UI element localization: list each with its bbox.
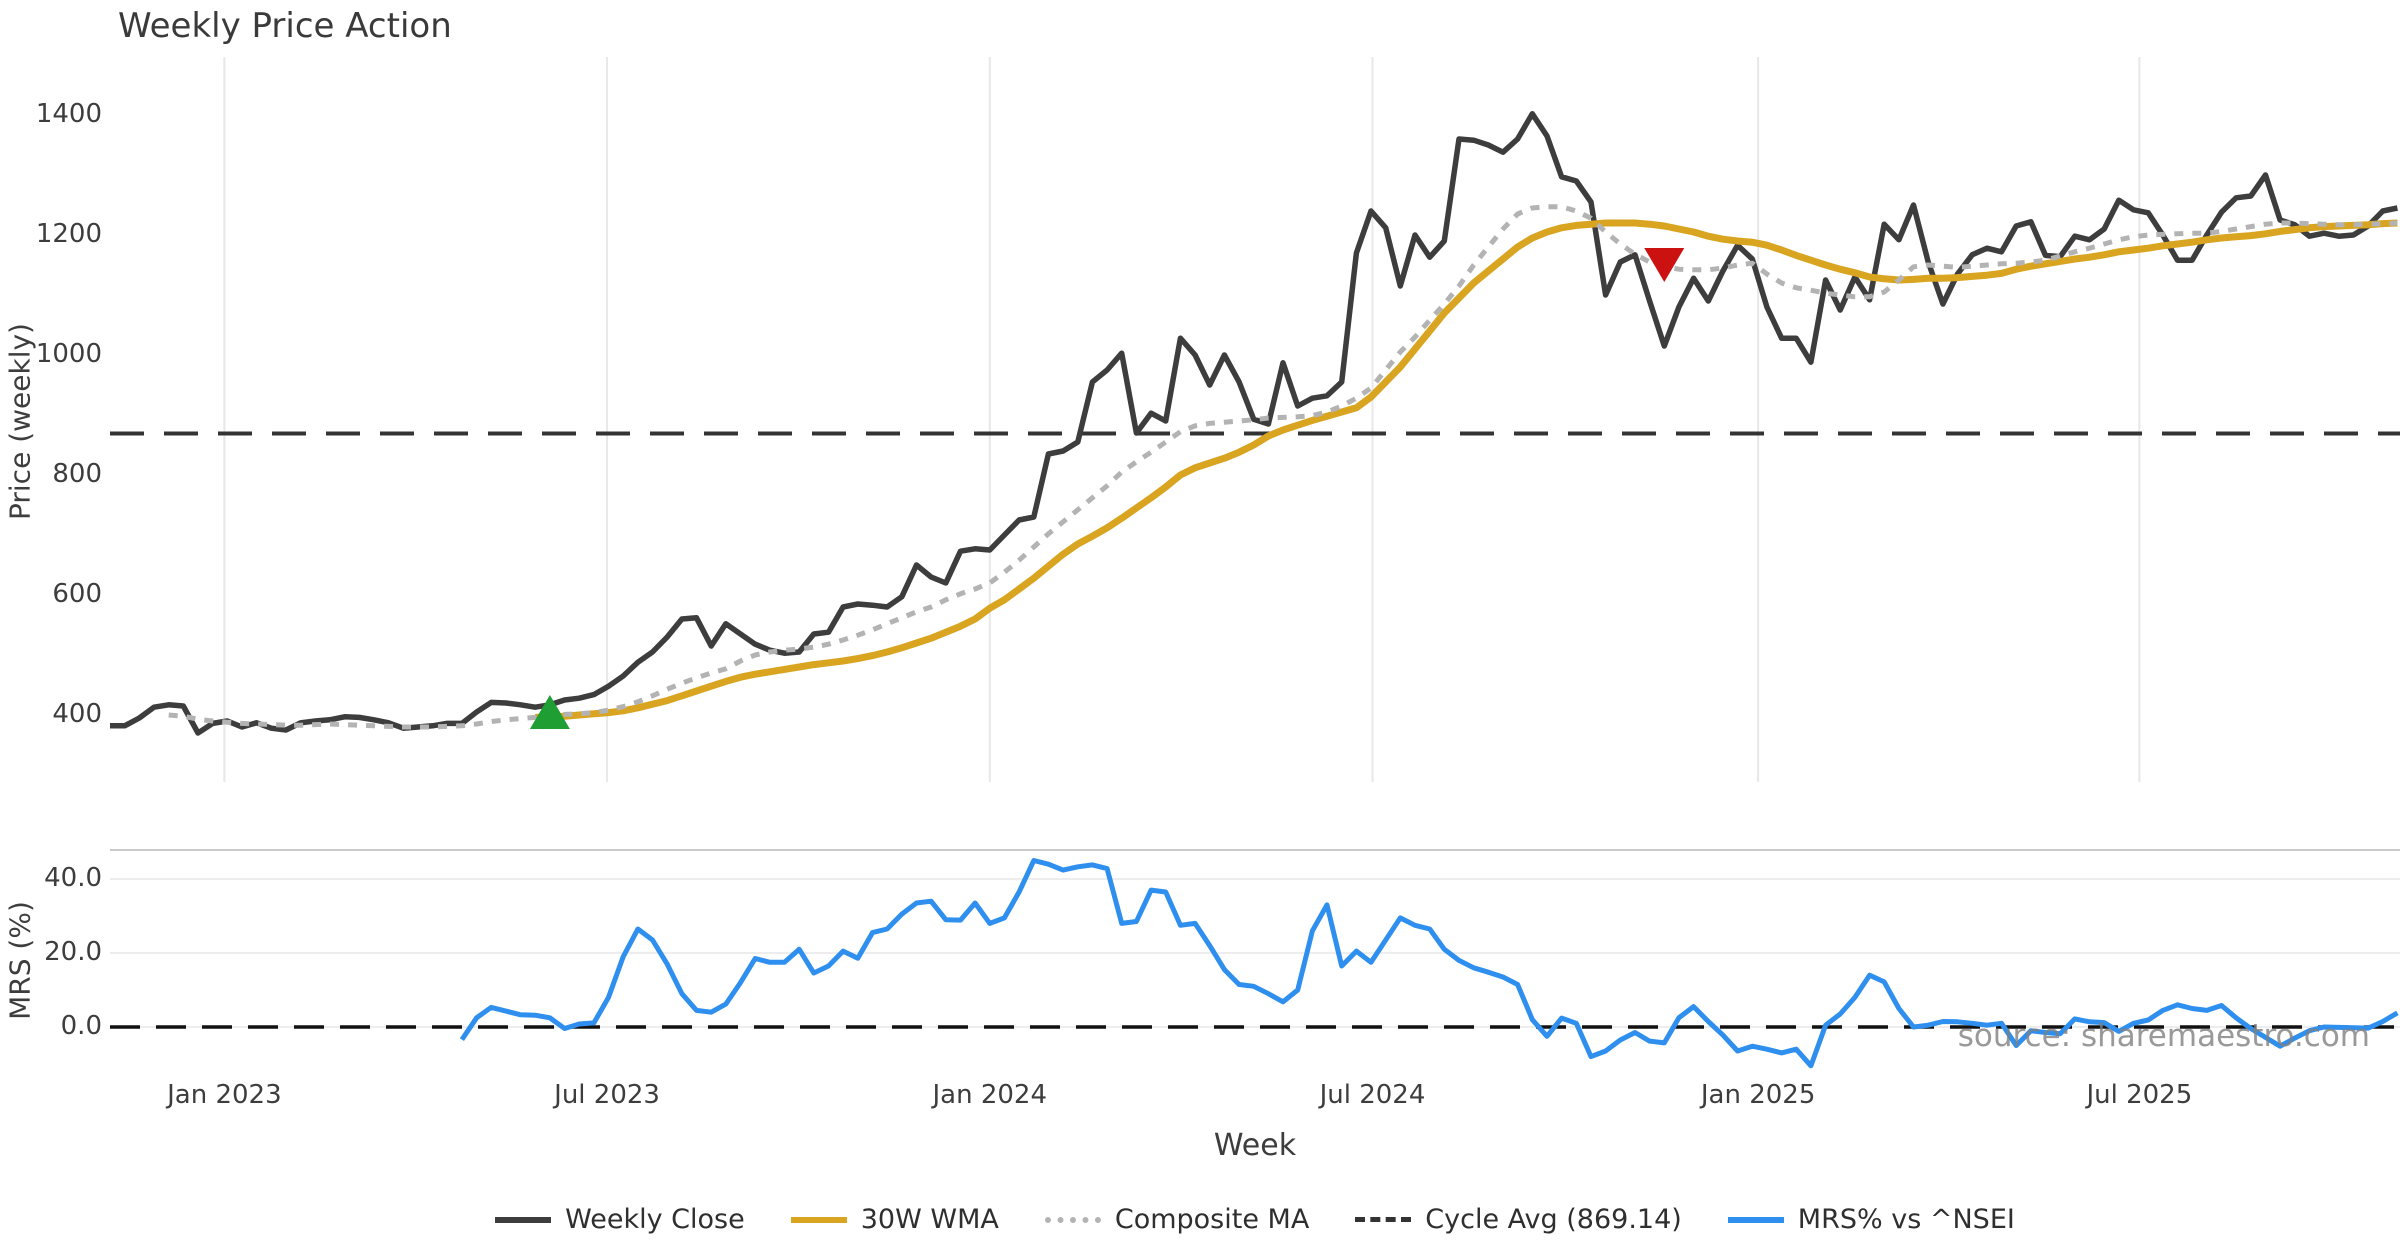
legend-line-sample bbox=[790, 1216, 847, 1223]
legend-label: 30W WMA bbox=[860, 1204, 999, 1235]
sell-signal-marker bbox=[1644, 248, 1685, 282]
price-ytick: 600 bbox=[52, 579, 102, 609]
legend-line-sample bbox=[1355, 1217, 1412, 1222]
price-ytick: 800 bbox=[52, 459, 102, 489]
legend: Weekly Close 30W WMA Composite MA Cycle Avg… bbox=[110, 1204, 2400, 1235]
x-tick: Jul 2025 bbox=[2086, 1080, 2193, 1110]
mrs-vs-nsei-line bbox=[459, 858, 2399, 1069]
x-axis-label: Week bbox=[1213, 1128, 1297, 1163]
chart-title: Weekly Price Action bbox=[118, 6, 452, 46]
legend-item: Weekly Close bbox=[495, 1204, 745, 1235]
price-ytick: 400 bbox=[52, 699, 102, 729]
legend-label: Weekly Close bbox=[565, 1204, 745, 1235]
legend-label: MRS% vs ^NSEI bbox=[1797, 1204, 2015, 1235]
mrs-ytick: 20.0 bbox=[44, 937, 102, 967]
price-ytick: 1400 bbox=[35, 99, 102, 129]
price-ytick: 1200 bbox=[35, 219, 102, 249]
x-tick: Jan 2024 bbox=[932, 1080, 1048, 1110]
legend-item: 30W WMA bbox=[790, 1204, 999, 1235]
weekly-close-line bbox=[110, 111, 2398, 736]
legend-item: MRS% vs ^NSEI bbox=[1727, 1204, 2015, 1235]
buy-signal-marker bbox=[529, 695, 570, 729]
legend-item: Composite MA bbox=[1044, 1204, 1310, 1235]
x-tick: Jul 2024 bbox=[1319, 1080, 1426, 1110]
mrs-ytick: 40.0 bbox=[44, 863, 102, 893]
30w-wma-line bbox=[535, 219, 2398, 721]
legend-label: Composite MA bbox=[1114, 1204, 1310, 1235]
price-ytick: 1000 bbox=[35, 339, 102, 369]
legend-line-sample bbox=[1044, 1216, 1101, 1223]
x-tick: Jan 2025 bbox=[1700, 1080, 1816, 1110]
mrs-ytick: 0.0 bbox=[60, 1011, 102, 1041]
x-tick: Jan 2023 bbox=[167, 1080, 282, 1110]
x-tick: Jul 2023 bbox=[554, 1080, 660, 1110]
watermark: source: sharemaestro.com bbox=[1957, 1018, 2370, 1054]
legend-item: Cycle Avg (869.14) bbox=[1355, 1204, 1682, 1235]
legend-label: Cycle Avg (869.14) bbox=[1425, 1204, 1682, 1235]
composite-ma-line bbox=[168, 204, 2398, 730]
legend-line-sample bbox=[495, 1216, 552, 1223]
legend-line-sample bbox=[1727, 1216, 1784, 1223]
